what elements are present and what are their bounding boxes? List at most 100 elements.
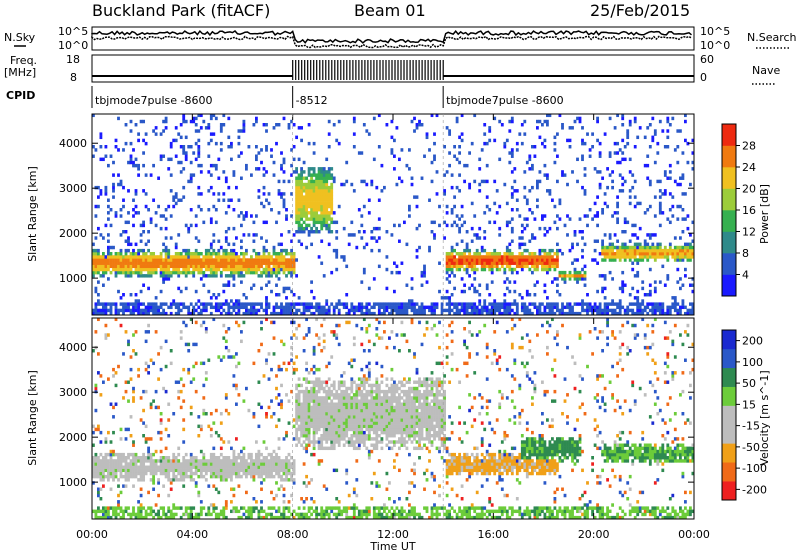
power-cell — [433, 132, 436, 136]
velocity-cell — [154, 465, 158, 469]
velocity-cell — [222, 509, 226, 514]
power-cell — [149, 217, 153, 221]
power-cell — [184, 135, 188, 140]
power-cell — [608, 242, 612, 247]
power-cell — [169, 255, 173, 259]
power-cell — [350, 305, 354, 310]
power-cell — [596, 119, 600, 124]
power-cell — [684, 217, 687, 221]
power-cell — [608, 173, 612, 177]
power-cell — [230, 252, 233, 256]
power-cell — [352, 308, 356, 313]
velocity-cell — [99, 430, 103, 435]
velocity-cell — [159, 449, 163, 454]
power-cell — [230, 267, 233, 272]
velocity-cell — [262, 462, 266, 466]
power-cell — [546, 305, 549, 310]
power-cell — [159, 214, 163, 218]
velocity-cell — [184, 462, 188, 466]
power-cell — [192, 119, 196, 124]
power-cell — [282, 248, 286, 253]
power-cell — [586, 293, 589, 297]
power-cell — [134, 267, 138, 272]
velocity-cell — [209, 456, 213, 460]
power-cell — [621, 189, 625, 193]
power-cell — [330, 217, 334, 221]
velocity-cell — [322, 427, 326, 432]
power-cell — [147, 230, 151, 234]
velocity-cell — [124, 468, 128, 473]
power-cell — [117, 173, 120, 177]
power-cell — [538, 258, 542, 262]
power-cell — [250, 305, 253, 310]
power-cell — [616, 160, 620, 165]
power-cell — [320, 185, 324, 190]
power-cell — [154, 267, 158, 272]
power-cell — [458, 135, 462, 140]
power-cell — [538, 226, 542, 231]
power-cell — [618, 305, 622, 310]
power-cell — [119, 270, 123, 275]
velocity-cell — [172, 506, 176, 510]
velocity-cell — [260, 471, 263, 476]
velocity-cell — [307, 396, 311, 400]
power-cell — [352, 145, 356, 149]
velocity-cell — [250, 468, 253, 473]
velocity-cell — [207, 506, 211, 510]
power-cell — [265, 170, 268, 174]
power-cell — [448, 280, 452, 284]
velocity-cell — [177, 396, 181, 400]
power-cell — [159, 258, 163, 262]
velocity-cell — [247, 468, 251, 473]
power-cell — [510, 116, 514, 121]
velocity-cell — [144, 367, 148, 372]
power-cell — [350, 220, 354, 225]
power-cell — [505, 302, 509, 306]
power-cell — [312, 208, 316, 212]
power-cell — [187, 248, 191, 253]
power-cell — [352, 119, 356, 124]
power-cell — [621, 157, 625, 162]
power-cell — [282, 255, 286, 259]
power-cell — [556, 214, 559, 218]
power-cell — [450, 264, 454, 269]
power-cell — [214, 163, 218, 168]
power-cell — [305, 214, 309, 218]
velocity-cell — [157, 512, 161, 517]
velocity-cell — [287, 506, 291, 510]
power-cell — [679, 236, 682, 240]
power-cell — [568, 277, 572, 281]
power-cell — [285, 208, 288, 212]
velocity-cell — [144, 468, 148, 473]
velocity-cell — [139, 456, 143, 460]
power-cell — [347, 242, 351, 247]
velocity-cell — [297, 437, 301, 441]
power-cell — [297, 302, 301, 306]
power-cell — [531, 163, 534, 168]
power-cell — [633, 245, 637, 250]
velocity-cell — [142, 389, 146, 394]
power-cell — [202, 220, 206, 225]
power-cell — [209, 220, 213, 225]
power-cell — [330, 189, 334, 193]
power-cell — [230, 274, 233, 278]
power-cell — [267, 201, 271, 206]
power-cell — [518, 245, 522, 250]
power-cell — [581, 230, 584, 234]
power-cell — [515, 148, 519, 152]
power-cell — [415, 195, 419, 199]
power-cell — [453, 154, 457, 158]
power-cell — [566, 274, 569, 278]
power-cell — [505, 223, 509, 228]
power-cell — [164, 208, 168, 212]
velocity-cell — [305, 427, 309, 432]
velocity-cell — [312, 383, 316, 388]
velocity-cell — [282, 500, 286, 504]
velocity-cell — [139, 503, 143, 507]
velocity-cell — [132, 506, 135, 510]
power-cell — [290, 119, 294, 124]
power-cell — [157, 311, 161, 316]
power-cell — [209, 255, 213, 259]
velocity-cell — [227, 474, 231, 479]
velocity-cell — [262, 440, 266, 444]
